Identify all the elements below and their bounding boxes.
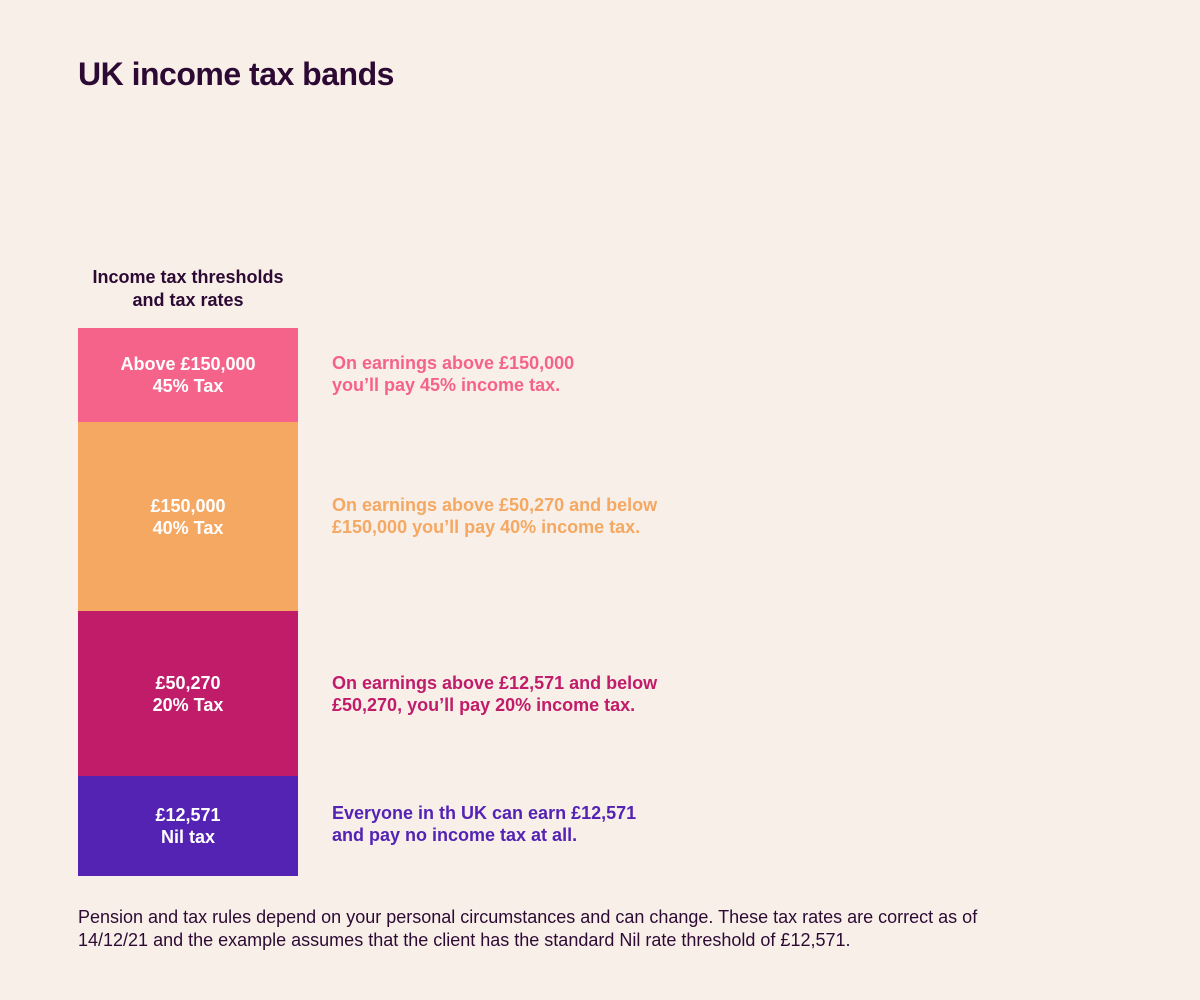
band-rate: 45% Tax: [152, 376, 224, 396]
tax-band-basic-rate: £50,270 20% Tax: [78, 611, 298, 776]
band-threshold: Above £150,000: [120, 354, 256, 374]
band-description-higher-rate: On earnings above £50,270 and below £150…: [332, 494, 657, 538]
band-rate: 20% Tax: [152, 694, 224, 715]
band-description-line: On earnings above £150,000: [332, 353, 575, 373]
band-description-personal-allowance: Everyone in th UK can earn £12,571 and p…: [332, 802, 636, 846]
band-threshold: £150,000: [150, 495, 226, 516]
band-description-line: you’ll pay 45% income tax.: [332, 375, 561, 395]
band-description-line: £150,000 you’ll pay 40% income tax.: [332, 517, 641, 537]
band-description-line: Everyone in th UK can earn £12,571: [332, 803, 637, 823]
tax-band-higher-rate: £150,000 40% Tax: [78, 422, 298, 611]
footnote-line-1: Pension and tax rules depend on your per…: [78, 907, 978, 927]
tax-band-additional-rate: Above £150,000 45% Tax: [78, 328, 298, 422]
column-heading-line-2: and tax rates: [132, 290, 244, 310]
footnote: Pension and tax rules depend on your per…: [78, 906, 1138, 952]
band-description-line: On earnings above £12,571 and below: [332, 673, 658, 693]
band-description-additional-rate: On earnings above £150,000 you’ll pay 45…: [332, 352, 574, 396]
band-description-line: On earnings above £50,270 and below: [332, 495, 658, 515]
tax-band-personal-allowance: £12,571 Nil tax: [78, 776, 298, 876]
page-title: UK income tax bands: [78, 56, 394, 92]
band-description-line: and pay no income tax at all.: [332, 825, 578, 845]
band-rate: 40% Tax: [152, 517, 224, 538]
band-threshold: £50,270: [155, 672, 221, 693]
column-heading-line-1: Income tax thresholds: [92, 267, 284, 287]
footnote-line-2: 14/12/21 and the example assumes that th…: [78, 930, 851, 950]
band-description-basic-rate: On earnings above £12,571 and below £50,…: [332, 672, 657, 716]
column-heading: Income tax thresholds and tax rates: [78, 266, 298, 312]
band-description-line: £50,270, you’ll pay 20% income tax.: [332, 695, 636, 715]
band-rate: Nil tax: [160, 827, 216, 847]
band-threshold: £12,571: [155, 805, 221, 825]
